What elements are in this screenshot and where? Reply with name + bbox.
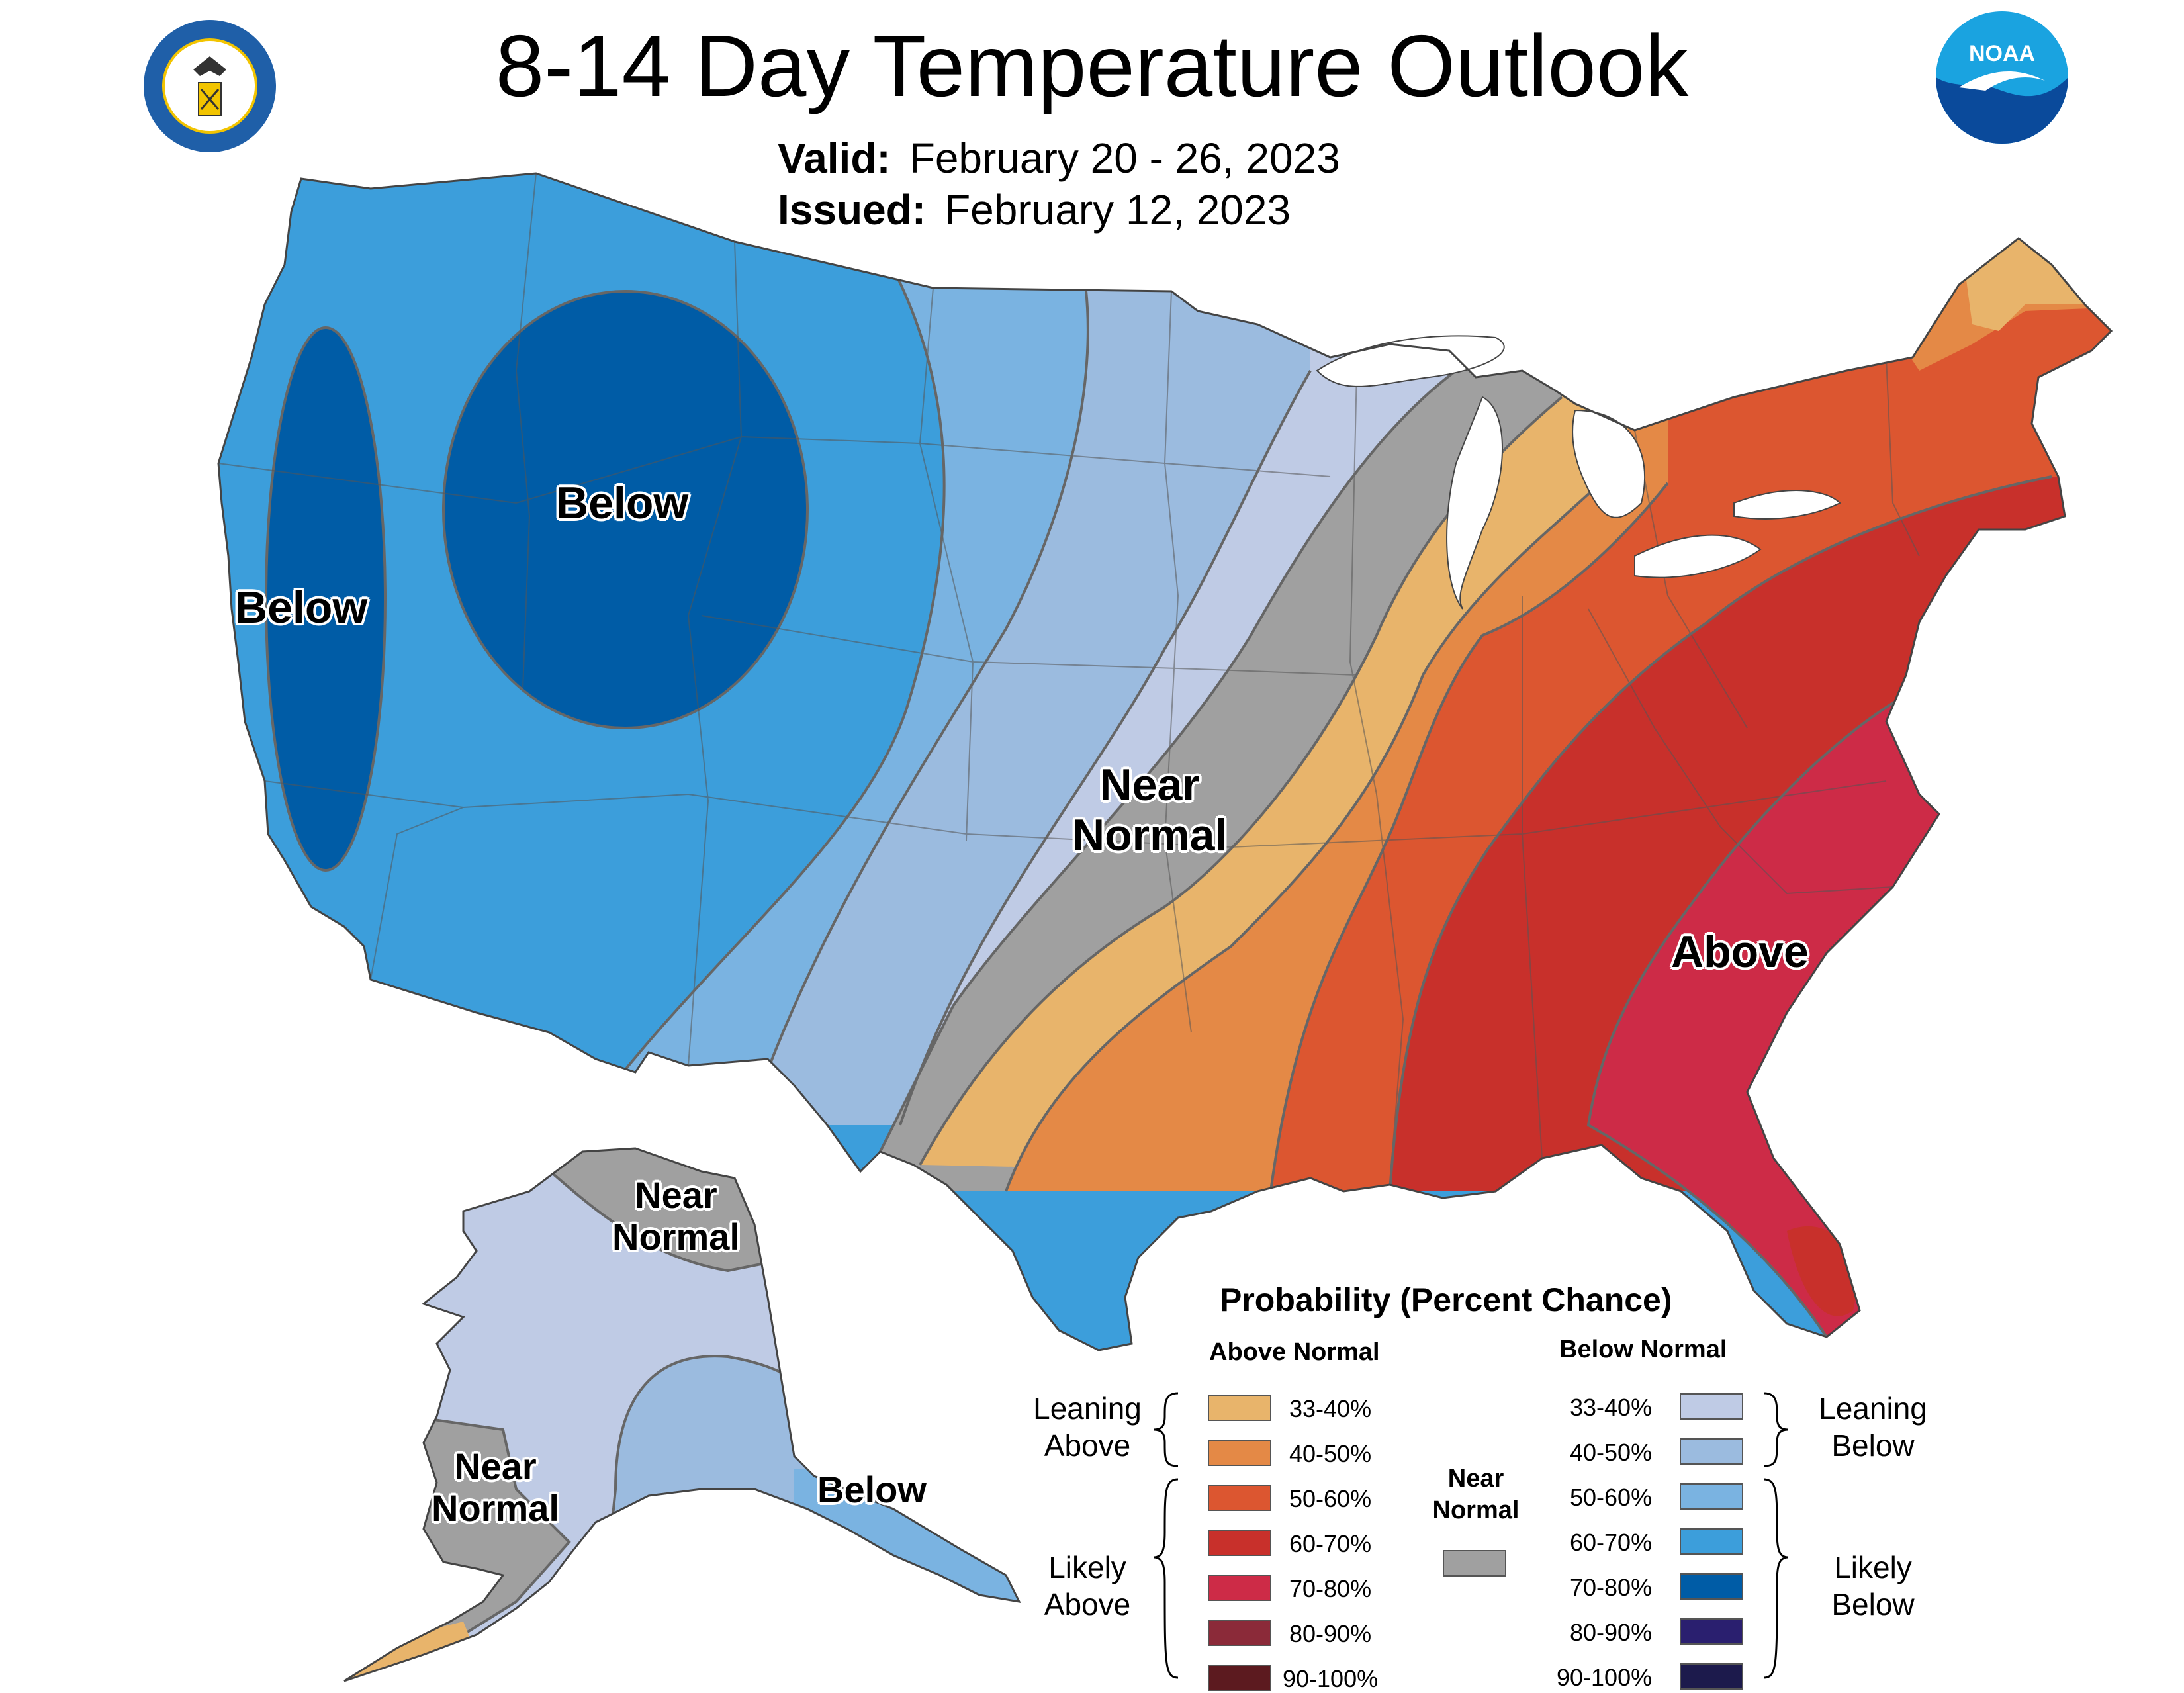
legend-above-label: 50-60% (1289, 1485, 1372, 1512)
legend-above-swatch-90-100 (1208, 1665, 1271, 1691)
legend-above-header: Above Normal (1209, 1338, 1380, 1366)
central-plains-label: Near Normal (1072, 760, 1227, 860)
legend-below-swatch-60-70 (1680, 1528, 1743, 1555)
noaa-logo-text: NOAA (1969, 41, 2035, 66)
issued-date: February 12, 2023 (944, 186, 1291, 234)
valid-dates: February 20 - 26, 2023 (909, 134, 1340, 182)
alaska-north-label-line2: Normal (612, 1215, 740, 1258)
likely-above-label: Likely Above (1024, 1549, 1150, 1623)
alaska-west-label: Near Normal (432, 1445, 559, 1529)
legend-below-label: 90-100% (1557, 1664, 1653, 1691)
legend-above-label: 80-90% (1289, 1620, 1372, 1647)
southeast-label: Above (1671, 927, 1809, 977)
west-coast-label: Below (235, 582, 368, 633)
legend-near-header-line2: Normal (1432, 1496, 1520, 1524)
central-plains-label-line2: Normal (1072, 810, 1228, 861)
alaska-north-label: Near Normal (612, 1174, 740, 1258)
date-block: Valid: February 20 - 26, 2023 Issued: Febr… (778, 132, 1340, 236)
legend-brace-above (1153, 1392, 1179, 1679)
legend-above-swatch-80-90 (1208, 1620, 1271, 1646)
legend-below-swatch-33-40 (1680, 1393, 1743, 1420)
legend-below-label: 60-70% (1570, 1529, 1653, 1556)
likely-above-label-line1: Likely (1048, 1550, 1126, 1584)
legend-below-label: 80-90% (1570, 1619, 1653, 1646)
legend-above-label: 70-80% (1289, 1575, 1372, 1602)
legend-below-swatch-40-50 (1680, 1438, 1743, 1465)
likely-above-label-line2: Above (1044, 1587, 1131, 1622)
legend-above-label: 33-40% (1289, 1395, 1372, 1422)
likely-below-label: Likely Below (1807, 1549, 1939, 1623)
northern-rockies-label: Below (556, 478, 689, 528)
page-title: 8-14 Day Temperature Outlook (495, 17, 1689, 114)
department-of-commerce-seal-icon (144, 20, 276, 152)
legend-above-swatch-40-50 (1208, 1440, 1271, 1466)
legend-below-swatch-90-100 (1680, 1663, 1743, 1690)
issued-label: Issued: (778, 186, 927, 234)
legend-above-swatch-33-40 (1208, 1395, 1271, 1421)
central-plains-label-line1: Near (1099, 760, 1200, 810)
legend-above-label: 40-50% (1289, 1440, 1372, 1467)
valid-label: Valid: (778, 134, 891, 182)
legend-near-header: Near Normal (1423, 1463, 1529, 1526)
leaning-below-label-line1: Leaning (1819, 1391, 1927, 1426)
legend-above-swatch-50-60 (1208, 1485, 1271, 1511)
legend-below-swatch-80-90 (1680, 1618, 1743, 1645)
legend-below-swatch-50-60 (1680, 1483, 1743, 1510)
alaska-southeast-label: Below (817, 1469, 927, 1510)
legend-near-swatch (1443, 1550, 1506, 1577)
legend-below-label: 70-80% (1570, 1574, 1653, 1601)
leaning-below-label: Leaning Below (1807, 1390, 1939, 1464)
leaning-above-label: Leaning Above (1024, 1390, 1150, 1464)
legend-below-swatch-70-80 (1680, 1573, 1743, 1600)
legend-below-label: 33-40% (1570, 1394, 1653, 1421)
legend-above-swatch-60-70 (1208, 1530, 1271, 1556)
legend-below-label: 40-50% (1570, 1439, 1653, 1466)
legend-above-swatch-70-80 (1208, 1575, 1271, 1601)
alaska-west-label-line1: Near (454, 1445, 537, 1487)
legend-below-header: Below Normal (1559, 1336, 1727, 1363)
alaska-map (344, 1148, 1019, 1681)
alaska-west-label-line2: Normal (432, 1487, 559, 1529)
likely-below-label-line1: Likely (1834, 1550, 1912, 1584)
alaska-north-label-line1: Near (635, 1174, 717, 1216)
legend-brace-below (1763, 1392, 1789, 1679)
leaning-above-label-line2: Above (1044, 1428, 1131, 1463)
noaa-logo-icon: NOAA (1936, 11, 2068, 144)
legend-above-label: 90-100% (1283, 1665, 1379, 1692)
likely-below-label-line2: Below (1831, 1587, 1915, 1622)
legend-title: Probability (Percent Chance) (1220, 1281, 1672, 1318)
leaning-below-label-line2: Below (1831, 1428, 1915, 1463)
legend-above-label: 60-70% (1289, 1530, 1372, 1557)
legend-near-header-line1: Near (1447, 1465, 1504, 1492)
legend-below-label: 50-60% (1570, 1484, 1653, 1511)
leaning-above-label-line1: Leaning (1033, 1391, 1142, 1426)
